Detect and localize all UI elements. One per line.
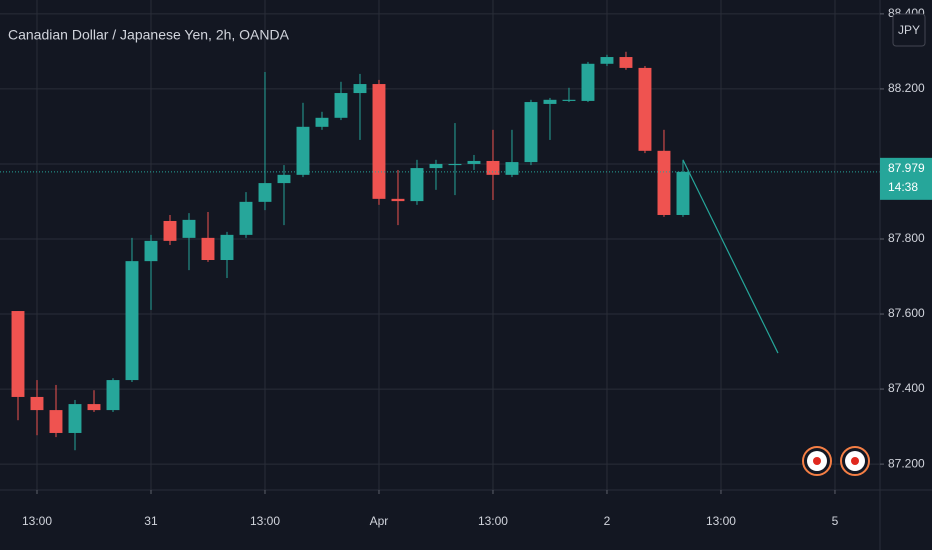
candle-body [277, 174, 291, 184]
candle-body [258, 183, 272, 202]
x-tick-label: 31 [144, 514, 158, 528]
x-tick-label: 13:00 [22, 514, 52, 528]
candle-body [619, 57, 633, 68]
x-tick-label: 13:00 [478, 514, 508, 528]
candle-body [125, 261, 139, 381]
candle-body [543, 99, 557, 104]
y-tick-label: 87.600 [888, 306, 925, 320]
candle-body [467, 160, 481, 164]
candle-body [296, 126, 310, 175]
candle-body [353, 84, 367, 94]
candle-body [163, 220, 177, 241]
candle-body [144, 240, 158, 262]
y-tick-label: 88.200 [888, 81, 925, 95]
candle-body [562, 99, 576, 101]
x-tick-label: 13:00 [706, 514, 736, 528]
y-tick-label: 87.800 [888, 231, 925, 245]
event-icon[interactable] [840, 446, 870, 476]
candle-body [87, 404, 101, 411]
event-dot [851, 457, 859, 465]
candle-body [410, 168, 424, 202]
x-tick-label: Apr [370, 514, 389, 528]
y-tick-label: 87.200 [888, 456, 925, 470]
axes: 88.40088.20088.00087.80087.60087.40087.2… [22, 6, 932, 528]
candle-body [391, 198, 405, 202]
x-tick-label: 5 [832, 514, 839, 528]
candle-body [600, 57, 614, 64]
last-price-label: 87.979 [888, 161, 925, 175]
candle-body [201, 237, 215, 261]
currency-box [892, 13, 926, 47]
candle-body [30, 396, 44, 411]
candle-body [676, 171, 690, 215]
candle-body [334, 93, 348, 118]
candle-body [239, 201, 253, 235]
x-tick-label: 2 [604, 514, 611, 528]
projection-line [682, 159, 779, 354]
candle-body [106, 380, 120, 411]
marks [0, 51, 880, 451]
x-tick-label: 13:00 [250, 514, 280, 528]
y-tick-label: 87.400 [888, 381, 925, 395]
candle-body [11, 311, 25, 397]
candle-body [581, 63, 595, 101]
candle-body [524, 102, 538, 163]
candle-body [49, 410, 63, 433]
candle-body [372, 84, 386, 199]
countdown-label: 14:38 [888, 180, 918, 194]
candle-body [448, 163, 462, 166]
candle-body [429, 163, 443, 169]
candle-body [182, 219, 196, 238]
candle-body [220, 234, 234, 261]
candle-body [505, 162, 519, 175]
candle-body [68, 404, 82, 433]
currency-label: JPY [898, 23, 920, 37]
chart-title: Canadian Dollar / Japanese Yen, 2h, OAND… [8, 27, 290, 43]
last-price-tag [880, 157, 932, 200]
event-dot [813, 457, 821, 465]
event-icon[interactable] [802, 446, 832, 476]
candle-body [315, 117, 329, 127]
candle-body [657, 150, 671, 215]
currency-button[interactable]: JPY [892, 13, 926, 47]
candle-body [486, 160, 500, 175]
candle-body [638, 67, 652, 151]
